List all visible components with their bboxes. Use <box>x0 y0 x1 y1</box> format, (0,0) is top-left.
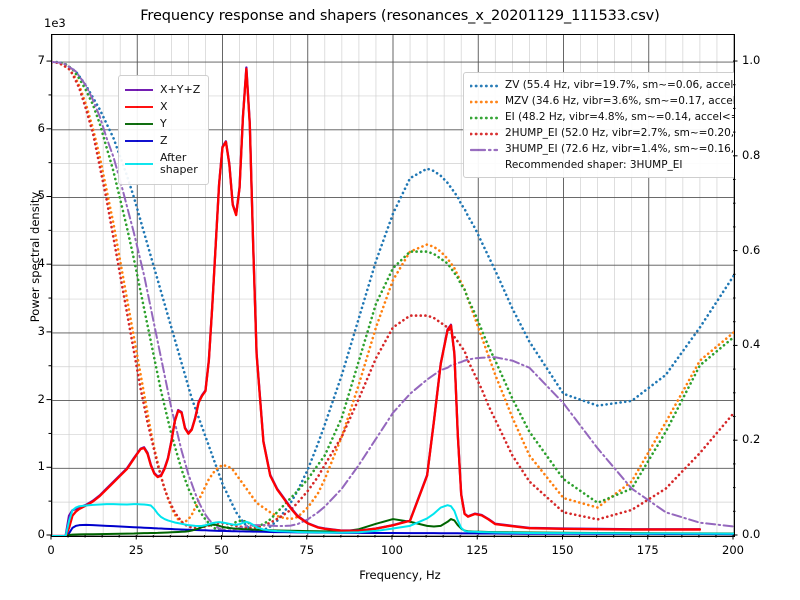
y-tick-label-left: 4 <box>37 256 45 271</box>
y-tick-label-left: 6 <box>37 120 45 135</box>
series-legend: X+Y+Z X Y Z After shaper <box>118 75 210 185</box>
legend-swatch-icon <box>125 136 153 146</box>
y-tick-label-left: 5 <box>37 188 45 203</box>
legend-item-label: X <box>160 99 168 113</box>
x-axis-label: Frequency, Hz <box>359 568 441 582</box>
shaper-legend-item-0: ZV (55.4 Hz, vibr=19.7%, sm~=0.06, accel… <box>470 77 734 93</box>
shaper-legend-label: MZV (34.6 Hz, vibr=3.6%, sm~=0.17, accel… <box>505 95 734 107</box>
x-tick-label: 25 <box>128 543 144 557</box>
x-tick-label: 75 <box>299 543 315 557</box>
shaper-legend-label: 3HUMP_EI (72.6 Hz, vibr=1.4%, sm~=0.16, … <box>505 143 735 155</box>
legend-swatch-icon <box>125 102 153 112</box>
shaper-legend-item-4: 3HUMP_EI (72.6 Hz, vibr=1.4%, sm~=0.16, … <box>470 141 735 157</box>
legend-item-label: After shaper <box>160 151 198 176</box>
x-tick-label: 100 <box>381 543 403 557</box>
shaper-swatch-icon <box>470 128 498 138</box>
y-tick-label-left: 2 <box>37 391 45 406</box>
series-line-x <box>52 67 702 536</box>
shaper-swatch-icon <box>470 80 498 90</box>
y-tick-label-right: 0.8 <box>742 147 761 162</box>
shaper-legend-label: 2HUMP_EI (52.0 Hz, vibr=2.7%, sm~=0.20, … <box>505 127 735 139</box>
shaper-swatch-icon <box>470 144 498 154</box>
x-tick-label: 125 <box>466 543 489 557</box>
y-tick-label-right: 0.2 <box>742 432 761 447</box>
x-tick-label: 200 <box>722 543 744 557</box>
x-tick-label: 0 <box>47 543 55 557</box>
shaper-legend: ZV (55.4 Hz, vibr=19.7%, sm~=0.06, accel… <box>463 72 735 178</box>
y-tick-label-left: 7 <box>37 53 45 68</box>
x-tick-label: 50 <box>214 543 229 557</box>
legend-item-after-shaper: After shaper <box>125 149 200 179</box>
y-axis-exponent-label: 1e3 <box>44 16 66 30</box>
y-tick-label-left: 3 <box>37 323 45 338</box>
y-axis-label-left: Power spectral density <box>28 191 42 323</box>
grid-major <box>52 35 734 536</box>
y-tick-label-right: 0.6 <box>742 242 761 257</box>
shaper-legend-label: ZV (55.4 Hz, vibr=19.7%, sm~=0.06, accel… <box>505 79 734 91</box>
legend-item-label: X+Y+Z <box>160 82 201 96</box>
plot-area: X+Y+Z X Y Z After shaper ZV (55.4 Hz, vibr=19… <box>51 34 735 537</box>
legend-swatch-icon <box>125 159 153 169</box>
y-tick-label-right: 0.0 <box>742 527 761 541</box>
y-tick-label-right: 1.0 <box>742 53 761 68</box>
shaper-swatch-icon <box>470 112 498 122</box>
legend-item-x-y-z: X+Y+Z <box>125 81 200 98</box>
shaper-swatch-icon <box>470 96 498 106</box>
recommended-shaper-label: Recommended shaper: 3HUMP_EI <box>505 159 683 171</box>
legend-item-label: Z <box>160 133 168 147</box>
series-paths <box>52 60 734 536</box>
shaper-legend-item-1: MZV (34.6 Hz, vibr=3.6%, sm~=0.17, accel… <box>470 93 734 109</box>
legend-item-z: Z <box>125 132 200 149</box>
legend-swatch-icon <box>125 119 153 129</box>
legend-item-y: Y <box>125 115 200 132</box>
y-tick-label-right: 0.4 <box>742 337 761 352</box>
x-tick-label: 150 <box>551 543 574 557</box>
series-line-after-shaper <box>52 503 734 536</box>
series-line-zv <box>52 60 734 533</box>
shaper-legend-item-3: 2HUMP_EI (52.0 Hz, vibr=2.7%, sm~=0.20, … <box>470 125 735 141</box>
series-line-mzv <box>52 60 734 524</box>
legend-item-label: Y <box>160 116 167 130</box>
legend-swatch-icon <box>125 85 153 95</box>
x-tick-label: 175 <box>636 543 659 557</box>
series-line-z <box>52 523 734 536</box>
shaper-legend-item-2: EI (48.2 Hz, vibr=4.8%, sm~=0.14, accel<… <box>470 109 734 125</box>
y-tick-label-left: 1 <box>37 459 45 474</box>
legend-item-x: X <box>125 98 200 115</box>
y-tick-label-left: 0 <box>37 527 45 541</box>
page-title: Frequency response and shapers (resonanc… <box>140 8 660 24</box>
series-line-3hump-ei <box>52 61 734 532</box>
recommended-shaper-text: Recommended shaper: 3HUMP_EI <box>470 157 734 173</box>
shaper-legend-label: EI (48.2 Hz, vibr=4.8%, sm~=0.14, accel<… <box>505 111 734 123</box>
